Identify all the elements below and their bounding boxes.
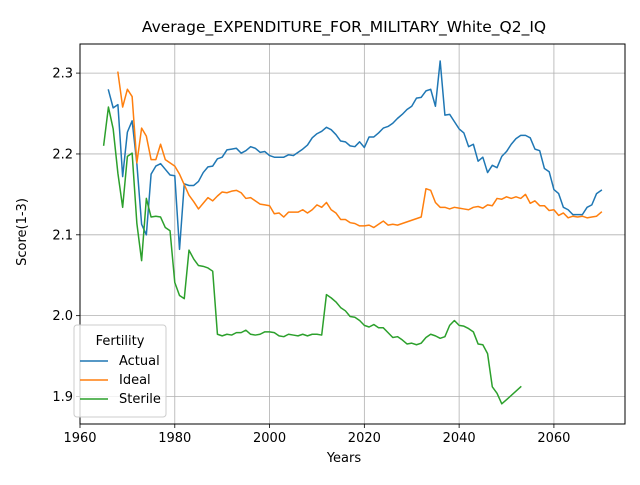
legend-label-actual: Actual <box>119 354 160 369</box>
series-lines <box>102 60 603 405</box>
series-line-sterile <box>102 106 522 405</box>
y-tick-label: 2.2 <box>52 147 73 162</box>
axis-ticks: 1960 1980 2000 2020 2040 2060 1.9 2.0 2.1 2.2 2.3 <box>52 67 570 446</box>
x-axis-label: Years <box>326 451 362 466</box>
plot-frame <box>79 43 626 425</box>
x-tick-label: 1960 <box>63 431 96 446</box>
y-axis-label: Score(1-3) <box>15 198 30 266</box>
y-tick-label: 1.9 <box>52 390 73 405</box>
x-tick-label: 2020 <box>348 431 381 446</box>
series-line-ideal <box>117 71 603 229</box>
legend-title: Fertility <box>96 334 145 349</box>
y-tick-label: 2.3 <box>52 67 73 82</box>
x-tick-label: 1980 <box>158 431 191 446</box>
legend-label-ideal: Ideal <box>119 373 151 388</box>
legend-box <box>73 324 167 418</box>
y-tick-label: 2.0 <box>52 309 73 324</box>
chart-title: Average_EXPENDITURE_FOR_MILITARY_White_Q… <box>142 18 546 37</box>
series-line-actual <box>107 60 603 251</box>
legend-label-sterile: Sterile <box>119 392 161 407</box>
x-tick-label: 2060 <box>537 431 570 446</box>
legend: Fertility Actual Ideal Sterile <box>73 324 167 418</box>
y-tick-label: 2.1 <box>52 228 73 243</box>
x-tick-label: 2000 <box>253 431 286 446</box>
x-tick-label: 2040 <box>443 431 476 446</box>
